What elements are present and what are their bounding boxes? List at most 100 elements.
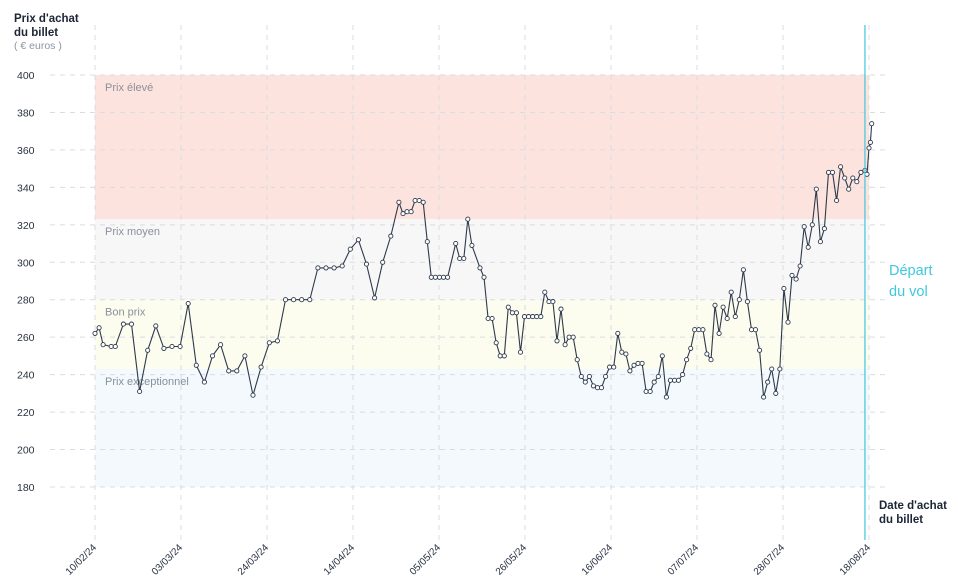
price-point (404, 209, 410, 215)
price-point (598, 385, 605, 391)
price-point (554, 338, 560, 344)
price-point (291, 297, 297, 303)
grid-lines (50, 25, 890, 540)
price-point (655, 373, 661, 380)
price-point (757, 347, 763, 353)
price-point (258, 364, 264, 370)
price-point (850, 175, 856, 181)
price-point (603, 373, 609, 380)
price-point (497, 353, 503, 359)
x-tick-label: 26/05/24 (494, 542, 530, 578)
zone-label: Bon prix (105, 307, 146, 319)
price-point (96, 325, 102, 331)
x-tick-label: 18/08/24 (838, 542, 874, 578)
price-point (489, 315, 495, 322)
price-point (789, 272, 795, 278)
price-point (740, 267, 746, 273)
price-point (619, 349, 625, 355)
y-axis-title-line1: Prix d'achat (14, 13, 79, 25)
price-point (550, 299, 556, 305)
price-point (761, 394, 767, 400)
price-point (432, 274, 438, 280)
price-point (100, 342, 106, 348)
price-point (744, 299, 750, 305)
y-tick-label: 240 (17, 370, 35, 382)
price-point (869, 121, 875, 127)
price-point (752, 327, 759, 333)
price-point (623, 351, 629, 357)
price-point (829, 169, 836, 175)
price-point (542, 289, 548, 295)
y-tick-label: 200 (17, 445, 35, 457)
price-series (92, 121, 875, 400)
price-point (611, 364, 617, 370)
price-point (347, 246, 353, 252)
y-tick-label: 280 (17, 295, 35, 307)
price-point (809, 222, 815, 228)
price-point (226, 368, 232, 374)
y-tick-label: 300 (17, 257, 35, 269)
price-point (834, 197, 840, 204)
price-point (108, 343, 114, 350)
price-point (635, 360, 641, 366)
y-tick-label: 360 (17, 145, 35, 157)
price-point (469, 242, 475, 248)
y-axis-title: Prix d'achat du billet (14, 12, 79, 40)
price-point (805, 244, 811, 250)
price-point (663, 394, 669, 400)
price-point (793, 276, 799, 282)
price-point (651, 379, 657, 385)
price-point (315, 265, 321, 271)
price-point (428, 274, 434, 280)
y-tick-label: 380 (17, 107, 35, 119)
price-point (659, 353, 665, 359)
price-point (424, 239, 430, 245)
price-point (716, 330, 722, 336)
price-point (92, 330, 98, 336)
price-point (388, 233, 394, 239)
price-point (481, 274, 487, 280)
price-point (704, 351, 710, 357)
y-tick-label: 220 (17, 407, 35, 419)
departure-label: Départ du vol (889, 261, 933, 303)
price-point (323, 265, 329, 271)
y-tick-label: 260 (17, 332, 35, 344)
price-point (331, 265, 337, 271)
price-point (867, 139, 873, 145)
price-point (457, 255, 463, 262)
x-axis-ticks: 10/02/24 03/03/24 24/03/24 14/04/24 05/05/24… (64, 542, 874, 578)
price-point (185, 300, 191, 307)
zone-label: Prix moyen (105, 226, 160, 238)
price-point (732, 314, 738, 320)
price-point (821, 226, 827, 232)
price-point (781, 285, 787, 292)
price-point (728, 289, 734, 295)
price-point (578, 373, 584, 380)
price-point (566, 334, 572, 340)
price-point (724, 315, 730, 322)
price-point (274, 338, 280, 344)
price-point (380, 259, 386, 265)
zone-label: Prix exceptionnel (105, 376, 189, 388)
price-point (112, 343, 118, 350)
price-point (684, 357, 690, 363)
x-axis-title-line1: Date d'achat (879, 500, 947, 512)
price-point (526, 314, 532, 320)
price-point (680, 372, 686, 378)
price-point (558, 306, 564, 312)
price-point (866, 145, 872, 151)
price-point (708, 357, 714, 363)
price-point (854, 179, 860, 185)
y-tick-label: 400 (17, 70, 35, 82)
price-point (400, 211, 406, 217)
price-point (538, 314, 544, 320)
price-point (700, 327, 706, 333)
price-point (445, 274, 451, 280)
departure-label-line2: du vol (889, 284, 928, 300)
price-point (266, 340, 272, 346)
price-point (517, 349, 524, 355)
price-point (765, 379, 771, 385)
price-point (574, 357, 580, 363)
price-point (667, 377, 673, 383)
